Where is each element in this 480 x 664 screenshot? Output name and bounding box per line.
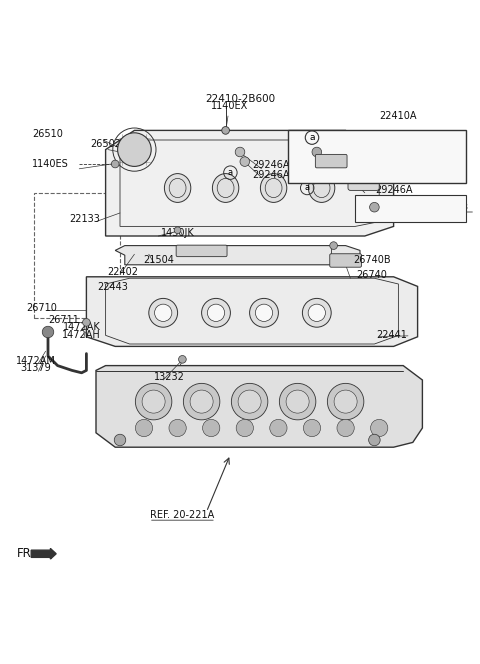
FancyBboxPatch shape (288, 130, 466, 183)
Circle shape (327, 383, 364, 420)
Circle shape (149, 298, 178, 327)
Text: 22133: 22133 (69, 214, 100, 224)
Text: 29246A: 29246A (252, 169, 290, 179)
Circle shape (222, 127, 229, 134)
Text: 26740: 26740 (357, 270, 387, 280)
Circle shape (142, 390, 165, 413)
Circle shape (155, 304, 172, 321)
Circle shape (255, 304, 273, 321)
Text: FR.: FR. (17, 547, 35, 560)
Text: 1140ES: 1140ES (32, 159, 69, 169)
Text: REF. 20-221A: REF. 20-221A (150, 511, 215, 521)
Circle shape (337, 420, 354, 437)
Text: 22443: 22443 (97, 282, 128, 292)
Text: a: a (309, 133, 315, 142)
Circle shape (279, 383, 316, 420)
Circle shape (238, 390, 261, 413)
Text: 39318: 39318 (402, 157, 431, 166)
Text: 26711: 26711 (48, 315, 79, 325)
FancyBboxPatch shape (315, 155, 347, 168)
Text: 21504: 21504 (143, 254, 174, 264)
Circle shape (190, 390, 213, 413)
FancyBboxPatch shape (355, 195, 466, 222)
Circle shape (334, 390, 357, 413)
Circle shape (236, 420, 253, 437)
FancyArrow shape (31, 548, 56, 559)
Ellipse shape (260, 173, 287, 203)
Circle shape (270, 420, 287, 437)
Circle shape (42, 326, 54, 338)
Circle shape (135, 420, 153, 437)
Circle shape (207, 304, 225, 321)
Text: 26510: 26510 (33, 129, 63, 139)
Text: 13232: 13232 (154, 372, 184, 382)
Circle shape (369, 434, 380, 446)
Circle shape (302, 298, 331, 327)
Text: 22410A: 22410A (380, 111, 417, 121)
Text: 1140EX: 1140EX (211, 102, 248, 112)
Text: 29246A: 29246A (252, 160, 290, 170)
Text: 1472AH: 1472AH (62, 330, 101, 340)
Text: REF. 39-273: REF. 39-273 (415, 203, 468, 212)
Circle shape (135, 383, 172, 420)
Circle shape (174, 227, 181, 234)
FancyBboxPatch shape (348, 172, 379, 191)
Circle shape (203, 420, 220, 437)
Text: a: a (305, 183, 310, 193)
FancyBboxPatch shape (330, 254, 361, 267)
Circle shape (118, 133, 151, 167)
Text: 26502: 26502 (90, 139, 121, 149)
Circle shape (286, 390, 309, 413)
Circle shape (370, 203, 379, 212)
Text: 22410-2B600: 22410-2B600 (205, 94, 275, 104)
Polygon shape (106, 130, 394, 236)
Text: 29246A: 29246A (375, 185, 413, 195)
Circle shape (235, 147, 245, 157)
Circle shape (183, 383, 220, 420)
Circle shape (231, 383, 268, 420)
Circle shape (371, 420, 388, 437)
Ellipse shape (309, 173, 335, 203)
Polygon shape (115, 246, 360, 265)
FancyBboxPatch shape (176, 245, 227, 257)
Text: 31379: 31379 (21, 363, 51, 373)
Text: 1472AM: 1472AM (16, 356, 56, 366)
Circle shape (114, 434, 126, 446)
Circle shape (312, 147, 322, 157)
Circle shape (303, 420, 321, 437)
Circle shape (330, 242, 337, 250)
Circle shape (202, 298, 230, 327)
Circle shape (83, 319, 90, 326)
Circle shape (111, 160, 119, 168)
Text: 26710: 26710 (26, 303, 57, 313)
Text: 26740B: 26740B (353, 254, 391, 264)
Text: 1472AK: 1472AK (63, 322, 100, 332)
Ellipse shape (212, 173, 239, 203)
Bar (34, 193, 120, 317)
Polygon shape (96, 366, 422, 447)
Text: 1140DJ: 1140DJ (402, 147, 434, 155)
Text: 22441: 22441 (376, 330, 407, 340)
Text: 1430JK: 1430JK (161, 228, 194, 238)
Ellipse shape (164, 173, 191, 203)
Polygon shape (86, 277, 418, 347)
Text: a: a (228, 168, 233, 177)
Text: 22402: 22402 (108, 266, 138, 276)
Circle shape (169, 420, 186, 437)
Circle shape (308, 304, 325, 321)
Circle shape (240, 157, 250, 167)
Circle shape (250, 298, 278, 327)
Circle shape (179, 355, 186, 363)
